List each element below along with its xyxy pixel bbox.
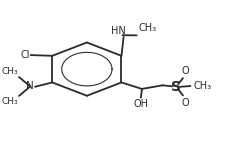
- Text: CH₃: CH₃: [2, 96, 18, 106]
- Text: HN: HN: [111, 26, 126, 36]
- Text: CH₃: CH₃: [2, 67, 18, 76]
- Text: CH₃: CH₃: [139, 23, 157, 33]
- Text: CH₃: CH₃: [193, 81, 211, 91]
- Text: O: O: [182, 98, 189, 108]
- Text: O: O: [182, 66, 189, 76]
- Text: S: S: [171, 80, 182, 94]
- Text: OH: OH: [133, 99, 148, 109]
- Text: N: N: [26, 82, 34, 91]
- Text: Cl: Cl: [20, 50, 30, 60]
